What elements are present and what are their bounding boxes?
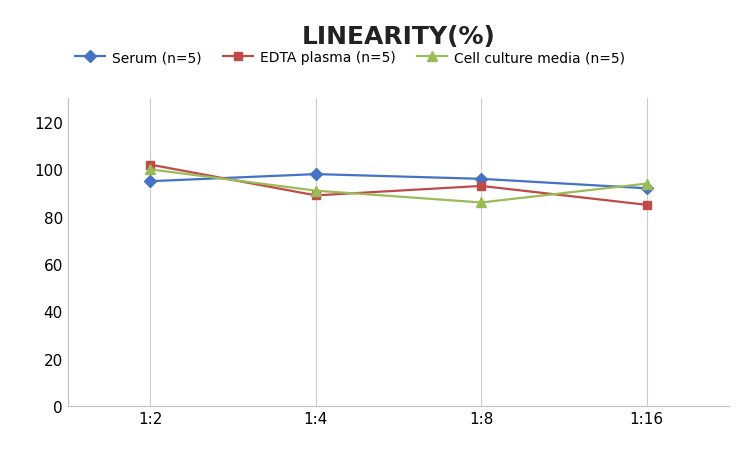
Line: Cell culture media (n=5): Cell culture media (n=5) — [146, 165, 651, 208]
Legend: Serum (n=5), EDTA plasma (n=5), Cell culture media (n=5): Serum (n=5), EDTA plasma (n=5), Cell cul… — [74, 51, 625, 65]
EDTA plasma (n=5) — [642, 202, 651, 208]
Cell culture media (n=5) — [146, 167, 155, 173]
Line: Serum (n=5): Serum (n=5) — [146, 170, 651, 193]
Cell culture media (n=5) — [311, 189, 320, 194]
Serum (n=5) — [642, 186, 651, 192]
EDTA plasma (n=5) — [146, 162, 155, 168]
Serum (n=5) — [146, 179, 155, 184]
Title: LINEARITY(%): LINEARITY(%) — [302, 25, 496, 49]
EDTA plasma (n=5) — [477, 184, 486, 189]
Cell culture media (n=5) — [477, 200, 486, 206]
Cell culture media (n=5) — [642, 181, 651, 187]
Serum (n=5) — [311, 172, 320, 177]
Line: EDTA plasma (n=5): EDTA plasma (n=5) — [146, 161, 651, 210]
Serum (n=5) — [477, 177, 486, 182]
EDTA plasma (n=5) — [311, 193, 320, 198]
